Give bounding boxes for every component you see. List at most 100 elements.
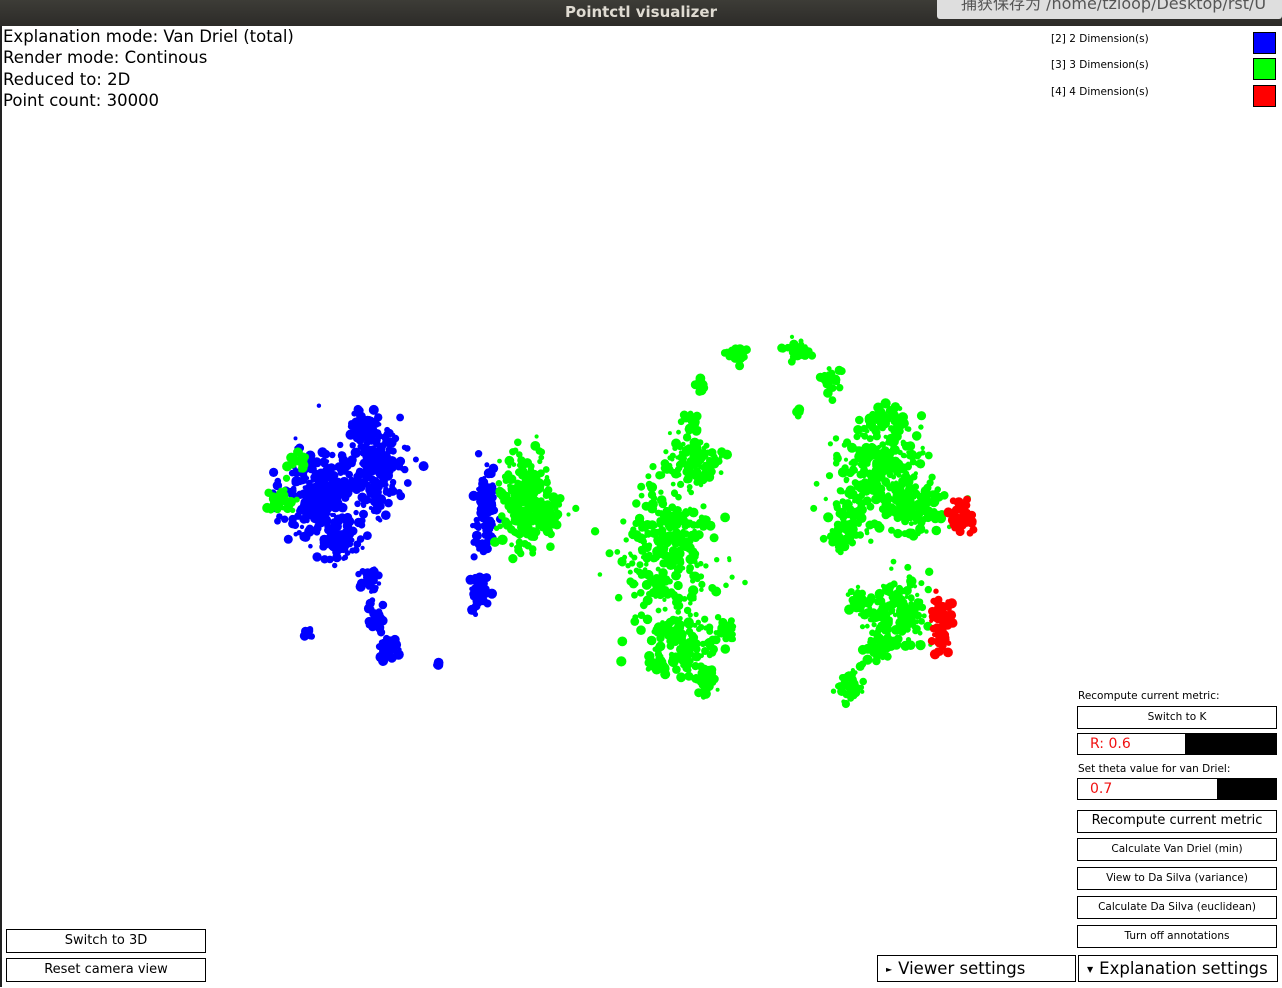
point-dim3 — [895, 512, 904, 521]
point-dim3 — [928, 473, 936, 481]
point-dim2 — [304, 518, 310, 524]
point-dim2 — [412, 456, 419, 463]
point-dim3 — [900, 501, 907, 507]
point-dim2 — [353, 430, 360, 437]
point-dim2 — [471, 530, 482, 541]
recompute-metric-button[interactable]: Recompute current metric — [1077, 810, 1277, 833]
point-dim3 — [887, 406, 893, 412]
point-dim3 — [690, 380, 700, 390]
point-dim2 — [477, 483, 488, 494]
point-dim3 — [286, 452, 297, 463]
point-dim3 — [274, 506, 282, 514]
point-dim3 — [675, 530, 685, 541]
point-dim3 — [666, 578, 673, 585]
switch-to-k-button[interactable]: Switch to K — [1077, 706, 1277, 729]
point-dim3 — [873, 613, 879, 620]
viewer-settings-tab[interactable]: ► Viewer settings — [877, 955, 1076, 982]
point-count-text: Point count: 30000 — [3, 90, 160, 110]
point-dim4 — [946, 598, 957, 609]
point-dim3 — [901, 628, 907, 635]
point-dim3 — [671, 616, 680, 625]
point-dim2 — [357, 435, 363, 441]
point-dim2 — [363, 603, 374, 614]
point-dim3 — [667, 532, 677, 543]
point-dim3 — [826, 388, 833, 396]
point-dim3 — [626, 577, 635, 586]
point-dim3 — [548, 492, 559, 503]
point-dim3 — [842, 690, 851, 699]
van-driel-min-button[interactable]: Calculate Van Driel (min) — [1077, 838, 1277, 861]
point-dim3 — [657, 496, 664, 504]
r-slider[interactable]: R: 0.6 — [1077, 733, 1277, 755]
point-dim2 — [372, 439, 381, 448]
point-dim3 — [668, 503, 677, 512]
point-dim3 — [539, 522, 550, 532]
point-dim3 — [824, 374, 832, 382]
point-dim2 — [489, 486, 498, 495]
point-dim3 — [892, 417, 899, 424]
point-dim3 — [637, 482, 646, 491]
point-dim3 — [705, 474, 711, 481]
point-dim3 — [832, 435, 840, 442]
point-dim2 — [470, 553, 478, 561]
point-dim3 — [888, 526, 895, 534]
point-dim3 — [868, 538, 874, 544]
point-dim3 — [907, 617, 912, 622]
point-dim2 — [354, 500, 361, 508]
point-dim2 — [346, 480, 357, 492]
point-dim3 — [798, 338, 804, 344]
point-dim3 — [673, 472, 680, 479]
point-dim3 — [909, 508, 915, 515]
point-dim3 — [915, 592, 920, 598]
point-dim3 — [908, 521, 914, 527]
point-dim3 — [886, 582, 895, 591]
point-dim3 — [924, 529, 929, 534]
point-dim3 — [637, 611, 646, 619]
point-dim3 — [835, 541, 844, 550]
point-dim2 — [376, 616, 385, 625]
reset-camera-button[interactable]: Reset camera view — [6, 958, 206, 982]
da-silva-euclidean-button[interactable]: Calculate Da Silva (euclidean) — [1077, 896, 1277, 919]
render-mode-text: Render mode: Continous — [3, 48, 208, 68]
point-dim2 — [312, 552, 322, 562]
point-dim3 — [691, 533, 700, 542]
point-dim3 — [908, 452, 916, 461]
point-dim3 — [844, 528, 853, 537]
point-dim3 — [532, 527, 541, 537]
point-dim2 — [376, 473, 382, 479]
point-dim2 — [470, 522, 476, 529]
point-dim3 — [516, 489, 527, 500]
collapsed-arrow-icon: ► — [886, 965, 893, 974]
point-dim2 — [387, 486, 398, 496]
point-dim3 — [707, 448, 717, 457]
point-dim2 — [363, 418, 374, 429]
point-dim3 — [658, 489, 664, 495]
visualizer-canvas[interactable] — [0, 26, 1280, 987]
point-dim3 — [879, 447, 889, 457]
point-dim3 — [701, 647, 710, 655]
point-dim3 — [658, 568, 668, 578]
point-dim3 — [665, 626, 672, 632]
point-dim3 — [688, 650, 694, 656]
point-dim3 — [293, 496, 300, 503]
point-dim2 — [418, 461, 429, 472]
point-dim3 — [890, 558, 897, 565]
switch-to-3d-button[interactable]: Switch to 3D — [6, 929, 206, 953]
turn-off-annotations-button[interactable]: Turn off annotations — [1077, 925, 1277, 948]
capture-tooltip: 捕获保存为 /home/tzloop/Desktop/rst/U — [937, 0, 1282, 19]
point-dim3 — [896, 635, 902, 641]
explanation-settings-tab[interactable]: ▼ Explanation settings — [1078, 955, 1278, 982]
point-dim3 — [605, 549, 614, 558]
point-dim2 — [369, 620, 379, 630]
point-dim3 — [518, 520, 528, 530]
da-silva-variance-button[interactable]: View to Da Silva (variance) — [1077, 867, 1277, 890]
point-dim2 — [337, 520, 343, 526]
point-dim3 — [875, 472, 885, 482]
point-dim3 — [886, 616, 893, 623]
point-dim3 — [493, 525, 500, 531]
point-dim3 — [549, 510, 555, 515]
point-dim3 — [918, 501, 925, 508]
theta-slider[interactable]: 0.7 — [1077, 778, 1277, 800]
point-dim3 — [819, 534, 828, 543]
